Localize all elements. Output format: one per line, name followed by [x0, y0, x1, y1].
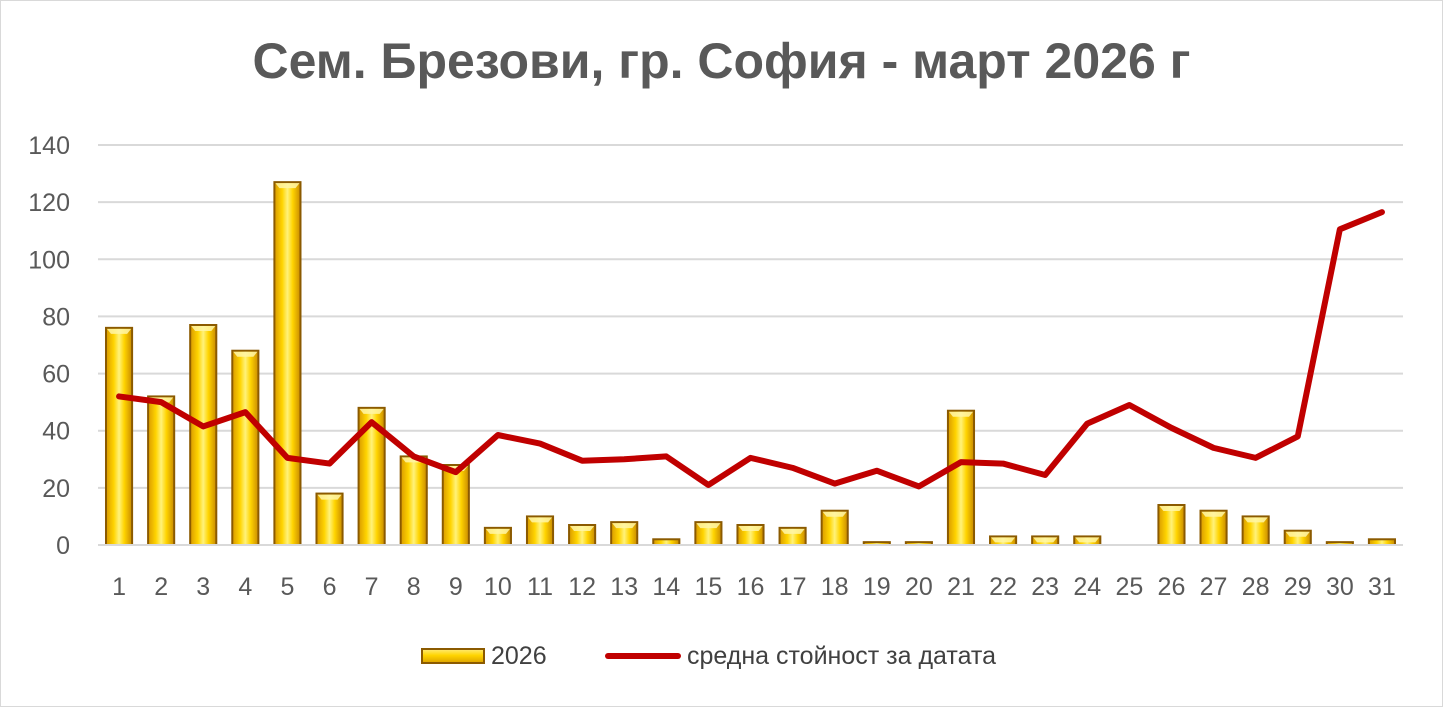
gridlines: [98, 144, 1403, 546]
bar: [820, 509, 849, 547]
x-tick-label: 7: [365, 573, 379, 601]
y-tick-label: 80: [42, 303, 70, 331]
y-tick-label: 140: [28, 132, 70, 160]
bar: [525, 515, 555, 547]
x-tick-label: 12: [568, 573, 596, 601]
x-tick-label: 2: [154, 573, 168, 601]
bar: [231, 349, 260, 547]
average-line: [116, 209, 1385, 490]
legend-item-2026: 2026: [421, 638, 547, 674]
bar: [568, 524, 597, 546]
x-tick-label: 24: [1073, 573, 1101, 601]
y-tick-label: 40: [42, 418, 70, 446]
bar: [736, 524, 765, 546]
x-tick-label: 29: [1284, 573, 1312, 601]
bar: [1031, 535, 1060, 547]
x-tick-label: 20: [905, 573, 933, 601]
chart-title: Сем. Брезови, гр. София - март 2026 г: [252, 33, 1191, 89]
y-tick-label: 120: [28, 189, 70, 217]
line-series-average: [116, 209, 1385, 490]
bar: [273, 181, 302, 546]
x-tick-label: 5: [280, 573, 294, 601]
y-axis-ticks: 0 20 40 60 80 100 120 140: [28, 132, 70, 560]
bar: [1157, 504, 1186, 546]
bar: [399, 455, 428, 546]
x-tick-label: 18: [821, 573, 849, 601]
x-tick-label: 23: [1031, 573, 1059, 601]
x-tick-label: 15: [694, 573, 722, 601]
x-tick-label: 31: [1368, 573, 1396, 601]
bar: [483, 526, 512, 546]
x-tick-label: 3: [196, 573, 210, 601]
bar: [989, 535, 1018, 547]
bar: [147, 395, 176, 546]
bar: [778, 526, 807, 546]
bar: [946, 409, 976, 547]
x-tick-label: 28: [1242, 573, 1270, 601]
x-tick-label: 6: [323, 573, 337, 601]
legend: 2026 средна стойност за датата: [0, 638, 1443, 678]
bar: [315, 492, 344, 547]
x-tick-label: 30: [1326, 573, 1354, 601]
bar: [189, 324, 218, 546]
legend-line-swatch: [605, 653, 681, 659]
x-tick-label: 11: [527, 573, 553, 601]
x-tick-label: 19: [863, 573, 891, 601]
bar: [610, 521, 639, 547]
legend-label-2026: 2026: [491, 641, 547, 670]
y-tick-label: 20: [42, 475, 70, 503]
legend-bar-swatch: [421, 648, 485, 664]
bar: [104, 326, 134, 546]
x-tick-label: 27: [1200, 573, 1228, 601]
x-tick-label: 9: [449, 573, 463, 601]
x-tick-label: 8: [407, 573, 421, 601]
bar: [1283, 529, 1312, 547]
y-tick-label: 100: [28, 246, 70, 274]
x-tick-label: 16: [737, 573, 765, 601]
y-tick-label: 0: [56, 532, 70, 560]
x-axis-ticks: 1 2 3 4 5 6 7 8 9 10 11 12 13 14 15 16 17 18 19 20 21 22 23 24 2…: [112, 573, 1396, 601]
x-tick-label: 17: [779, 573, 807, 601]
bar: [1073, 535, 1102, 547]
legend-item-average: средна стойност за датата: [605, 638, 996, 674]
x-tick-label: 22: [989, 573, 1017, 601]
x-tick-label: 1: [112, 573, 126, 601]
x-tick-label: 13: [610, 573, 638, 601]
x-tick-label: 14: [652, 573, 680, 601]
bar: [441, 464, 470, 546]
bar-series-2026: [98, 181, 1403, 547]
y-tick-label: 60: [42, 361, 70, 389]
x-tick-label: 10: [484, 573, 512, 601]
x-tick-label: 26: [1158, 573, 1186, 601]
x-tick-label: 21: [947, 573, 975, 601]
bar: [357, 406, 386, 546]
bar: [1199, 509, 1228, 547]
x-tick-label: 4: [238, 573, 252, 601]
bar: [1241, 515, 1270, 547]
bar: [694, 521, 723, 547]
legend-label-average: средна стойност за датата: [687, 641, 996, 670]
x-tick-label: 25: [1115, 573, 1143, 601]
